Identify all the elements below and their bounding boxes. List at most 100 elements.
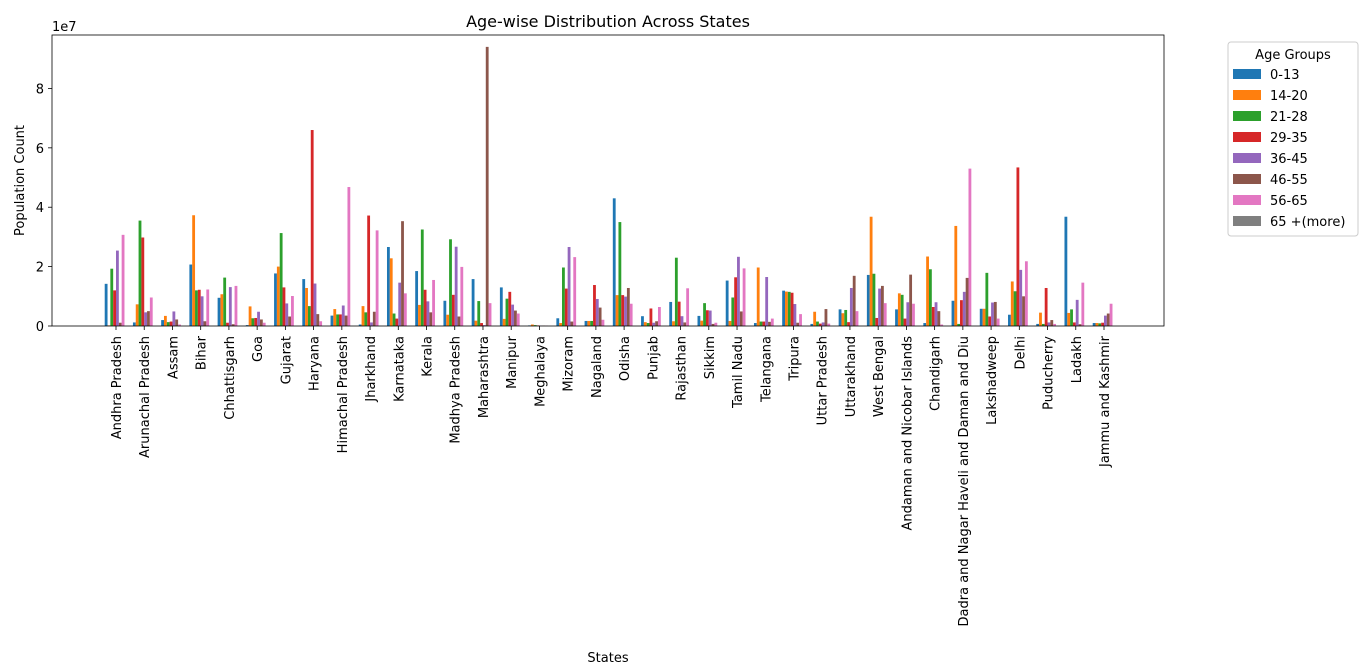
bar-36-45-gujarat (285, 303, 289, 326)
bar-29-35-kerala (423, 289, 427, 326)
bar-0-13-tamil-nadu (725, 280, 729, 326)
bar-56-65-himachal-pradesh (347, 187, 351, 326)
bar-36-45-jharkhand (370, 322, 373, 326)
bar-46-55-andaman-and-nicobar-islands (909, 274, 913, 326)
x-tick-label: Arunachal Pradesh (138, 336, 153, 458)
bar-46-55-gujarat (288, 316, 292, 326)
x-tick-label: Karnataka (392, 336, 407, 402)
bar-36-45-lakshadweep (991, 302, 994, 326)
bar-46-55-nagaland (598, 307, 602, 326)
bar-14-20-ladakh (1067, 312, 1071, 326)
bar-46-55-tripura (796, 322, 800, 326)
bar-14-20-himachal-pradesh (333, 309, 337, 326)
bar-0-13-rajasthan (669, 301, 673, 326)
bar-46-55-chandigarh (937, 311, 941, 326)
bar-14-20-rajasthan (672, 321, 675, 326)
bar-14-20-punjab (643, 322, 647, 326)
bar-46-55-odisha (626, 287, 630, 326)
bar-0-13-jharkhand (358, 324, 362, 326)
bar-29-35-tamil-nadu (734, 277, 738, 326)
legend: Age Groups 0-13 14-20 21-28 29-35 36-45 46-55… (1227, 41, 1359, 237)
bar-46-55-madhya-pradesh (457, 316, 461, 326)
bar-36-45-uttarakhand (849, 287, 853, 326)
bar-56-65-ladakh (1081, 282, 1085, 326)
bar-14-20-delhi (1010, 281, 1014, 326)
bar-14-20-manipur (502, 318, 506, 326)
bar-56-65-madhya-pradesh (460, 266, 464, 326)
bar-21-28-himachal-pradesh (336, 314, 339, 326)
x-tick-label: Manipur (505, 335, 520, 389)
legend-swatch (1233, 90, 1261, 100)
x-tick-label: Haryana (308, 336, 323, 391)
bar-14-20-telangana (756, 267, 760, 326)
bar-36-45-andaman-and-nicobar-islands (906, 302, 910, 326)
bar-56-65-karnataka (403, 293, 407, 326)
bar-36-45-manipur (511, 304, 515, 326)
bar-0-13-nagaland (584, 320, 588, 326)
bar-46-55-lakshadweep (993, 301, 997, 326)
bar-36-45-haryana (313, 283, 317, 326)
bar-56-65-goa (262, 322, 266, 326)
legend-label: 0-13 (1270, 68, 1300, 83)
legend-swatch (1233, 195, 1261, 205)
bar-0-13-goa (245, 325, 249, 326)
bar-29-35-chhattisgarh (226, 322, 229, 326)
bar-14-20-meghalaya (530, 324, 534, 326)
bar-0-13-dadra-and-nagar-haveli-and-daman-and-diu (951, 300, 955, 326)
bar-46-55-uttarakhand (852, 275, 856, 326)
bar-21-28-jharkhand (364, 312, 368, 326)
bar-29-35-maharashtra (480, 323, 483, 326)
x-tick-label: Himachal Pradesh (336, 336, 351, 453)
bar-29-35-madhya-pradesh (451, 294, 455, 326)
legend-label: 46-55 (1270, 173, 1308, 188)
chart-title: Age-wise Distribution Across States (466, 12, 750, 31)
x-axis-ticks: Andhra Pradesh Arunachal Pradesh Assam Biha… (110, 326, 1113, 626)
bar-56-65-haryana (319, 321, 323, 326)
bar-29-35-haryana (310, 130, 314, 326)
bar-29-35-assam (169, 321, 173, 326)
plot-frame (51, 34, 1165, 327)
bar-36-45-assam (172, 311, 176, 326)
bar-14-20-madhya-pradesh (446, 314, 450, 326)
legend-label: 56-65 (1270, 194, 1308, 209)
y-tick-label: 0 (36, 320, 44, 335)
bar-21-28-lakshadweep (985, 272, 989, 326)
bar-29-35-uttar-pradesh (818, 323, 822, 326)
bar-36-45-jammu-and-kashmir (1104, 315, 1107, 326)
bar-29-35-dadra-and-nagar-haveli-and-daman-and-diu (960, 300, 963, 326)
bar-36-45-himachal-pradesh (341, 305, 345, 326)
bar-46-55-rajasthan (683, 322, 687, 326)
bar-14-20-tamil-nadu (728, 320, 732, 326)
bar-21-28-assam (166, 322, 170, 326)
bar-46-55-arunachal-pradesh (147, 311, 150, 326)
x-tick-label: Bihar (195, 335, 210, 370)
bar-14-20-goa (248, 306, 252, 326)
bar-21-28-maharashtra (477, 301, 481, 326)
bar-29-35-puducherry (1044, 287, 1048, 326)
bar-0-13-uttar-pradesh (810, 323, 814, 326)
bar-14-20-dadra-and-nagar-haveli-and-daman-and-diu (954, 225, 958, 326)
bar-0-13-west-bengal (866, 274, 870, 326)
bar-29-35-rajasthan (677, 301, 681, 326)
bar-56-65-kerala (432, 279, 435, 326)
bar-29-35-delhi (1016, 167, 1020, 326)
bar-29-35-jammu-and-kashmir (1101, 322, 1104, 326)
bar-46-55-jharkhand (372, 311, 376, 326)
bar-0-13-tripura (782, 290, 786, 326)
bar-14-20-chandigarh (926, 256, 929, 326)
legend-label: 36-45 (1270, 152, 1308, 167)
bar-29-35-mizoram (564, 288, 568, 326)
bar-46-55-manipur (514, 310, 517, 326)
x-tick-label: Chhattisgarh (223, 336, 238, 420)
bar-56-65-puducherry (1053, 323, 1057, 326)
bar-46-55-ladakh (1078, 324, 1082, 326)
bar-36-45-chandigarh (934, 302, 938, 326)
bar-46-55-tamil-nadu (739, 311, 743, 326)
bar-21-28-kerala (420, 229, 424, 326)
bar-14-20-puducherry (1039, 312, 1042, 326)
bar-56-65-jammu-and-kashmir (1109, 303, 1113, 326)
bar-36-45-chhattisgarh (228, 287, 232, 326)
bar-56-65-lakshadweep (996, 318, 1000, 326)
bar-29-35-lakshadweep (988, 316, 992, 326)
